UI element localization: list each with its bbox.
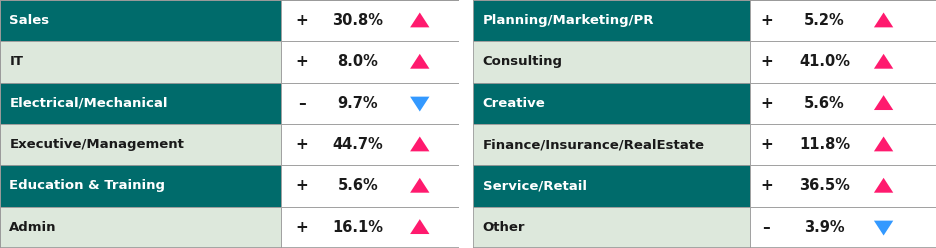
Bar bbox=[281, 207, 459, 248]
Bar bbox=[749, 165, 936, 207]
Text: Service/Retail: Service/Retail bbox=[482, 180, 586, 192]
Text: Other: Other bbox=[482, 221, 524, 234]
Text: +: + bbox=[295, 220, 308, 235]
Text: +: + bbox=[295, 179, 308, 193]
Polygon shape bbox=[410, 54, 429, 69]
Polygon shape bbox=[410, 178, 429, 193]
Text: 5.6%: 5.6% bbox=[803, 96, 844, 111]
Text: +: + bbox=[759, 179, 772, 193]
Bar bbox=[281, 124, 459, 165]
Text: Planning/Marketing/PR: Planning/Marketing/PR bbox=[482, 14, 653, 27]
Bar bbox=[281, 41, 459, 83]
Bar bbox=[0, 83, 281, 124]
Text: Admin: Admin bbox=[9, 221, 57, 234]
Polygon shape bbox=[873, 221, 892, 236]
Text: 8.0%: 8.0% bbox=[337, 55, 378, 69]
Text: 44.7%: 44.7% bbox=[332, 137, 383, 152]
Text: +: + bbox=[759, 13, 772, 28]
Text: IT: IT bbox=[9, 56, 23, 68]
Bar bbox=[0, 165, 281, 207]
Text: Education & Training: Education & Training bbox=[9, 180, 165, 192]
Bar bbox=[473, 0, 749, 41]
Bar bbox=[473, 41, 749, 83]
Bar bbox=[0, 207, 281, 248]
Polygon shape bbox=[410, 136, 429, 151]
Bar bbox=[281, 165, 459, 207]
Bar bbox=[749, 207, 936, 248]
Text: –: – bbox=[762, 220, 769, 235]
Text: Finance/Insurance/RealEstate: Finance/Insurance/RealEstate bbox=[482, 138, 704, 151]
Text: +: + bbox=[759, 137, 772, 152]
Polygon shape bbox=[410, 219, 429, 234]
Bar bbox=[749, 0, 936, 41]
Bar bbox=[749, 124, 936, 165]
Polygon shape bbox=[873, 12, 892, 27]
Polygon shape bbox=[873, 54, 892, 69]
Text: +: + bbox=[295, 13, 308, 28]
Text: 36.5%: 36.5% bbox=[798, 179, 849, 193]
Bar bbox=[0, 0, 281, 41]
Text: 11.8%: 11.8% bbox=[798, 137, 849, 152]
Polygon shape bbox=[873, 178, 892, 193]
Bar bbox=[473, 83, 749, 124]
Bar bbox=[0, 41, 281, 83]
Bar bbox=[281, 0, 459, 41]
Text: 16.1%: 16.1% bbox=[332, 220, 383, 235]
Text: Creative: Creative bbox=[482, 97, 545, 110]
Bar bbox=[0, 124, 281, 165]
Bar bbox=[473, 124, 749, 165]
Text: Sales: Sales bbox=[9, 14, 50, 27]
Polygon shape bbox=[410, 12, 429, 27]
Text: 9.7%: 9.7% bbox=[337, 96, 378, 111]
Text: +: + bbox=[295, 55, 308, 69]
Bar bbox=[459, 0, 473, 248]
Text: Consulting: Consulting bbox=[482, 56, 562, 68]
Text: 30.8%: 30.8% bbox=[332, 13, 383, 28]
Text: +: + bbox=[759, 96, 772, 111]
Polygon shape bbox=[873, 95, 892, 110]
Bar bbox=[473, 165, 749, 207]
Text: 3.9%: 3.9% bbox=[803, 220, 844, 235]
Polygon shape bbox=[410, 97, 429, 112]
Text: Electrical/Mechanical: Electrical/Mechanical bbox=[9, 97, 168, 110]
Text: +: + bbox=[759, 55, 772, 69]
Polygon shape bbox=[873, 136, 892, 151]
Bar bbox=[749, 41, 936, 83]
Text: Executive/Management: Executive/Management bbox=[9, 138, 184, 151]
Bar bbox=[473, 207, 749, 248]
Text: –: – bbox=[298, 96, 305, 111]
Text: 5.6%: 5.6% bbox=[337, 179, 378, 193]
Bar bbox=[281, 83, 459, 124]
Text: 5.2%: 5.2% bbox=[803, 13, 844, 28]
Text: 41.0%: 41.0% bbox=[798, 55, 849, 69]
Bar bbox=[749, 83, 936, 124]
Text: +: + bbox=[295, 137, 308, 152]
